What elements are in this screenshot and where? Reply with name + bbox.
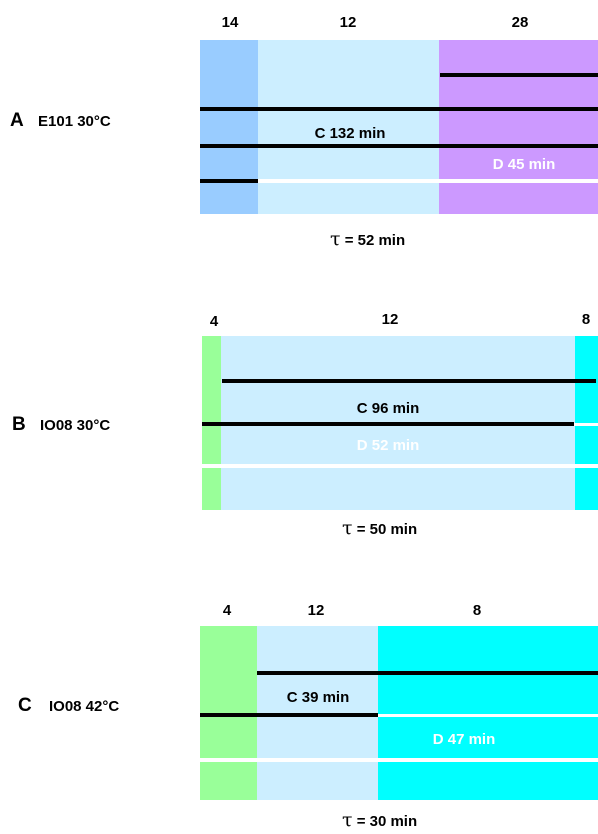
- separator-line: [202, 464, 598, 468]
- d-line-gap: [378, 714, 598, 717]
- segment-number-1: 14: [221, 14, 239, 31]
- c-line: [222, 379, 596, 383]
- segment-number-3: 8: [581, 311, 591, 328]
- panel-letter: B: [12, 414, 26, 435]
- d-line-gap: [574, 423, 598, 426]
- top-line: [440, 73, 598, 77]
- tau-value: = 50 min: [356, 521, 418, 538]
- tau-symbol: τ: [342, 809, 353, 831]
- tau-label: τ = 50 min: [342, 517, 417, 539]
- d-line: [200, 713, 378, 717]
- separator-line: [200, 758, 598, 762]
- tau-symbol: τ: [330, 228, 341, 250]
- tau-label: τ = 30 min: [342, 809, 417, 831]
- panel-condition: IO08 30°C: [40, 417, 111, 434]
- segment-block-3: [378, 626, 598, 800]
- d-line: [200, 144, 598, 148]
- segment-number-3: 28: [511, 14, 529, 31]
- segment-number-1: 4: [222, 602, 232, 619]
- d-duration-label: D 45 min: [492, 156, 556, 173]
- segment-block-2: [258, 40, 439, 214]
- tau-value: = 52 min: [344, 232, 406, 249]
- segment-number-3: 8: [472, 602, 482, 619]
- segment-number-2: 12: [381, 311, 399, 328]
- short-line: [200, 179, 258, 183]
- c-duration-label: C 39 min: [286, 689, 350, 706]
- segment-block-3: [439, 40, 598, 214]
- panel-condition: E101 30°C: [38, 113, 111, 130]
- panel-letter: C: [18, 695, 32, 716]
- c-duration-label: C 96 min: [356, 400, 420, 417]
- segment-block-1: [200, 40, 258, 214]
- tau-symbol: τ: [342, 517, 353, 539]
- tau-value: = 30 min: [356, 813, 418, 830]
- segment-number-1: 4: [209, 313, 219, 330]
- d-line: [202, 422, 574, 426]
- panel-condition: IO08 42°C: [49, 698, 120, 715]
- segment-number-2: 12: [339, 14, 357, 31]
- c-duration-label: C 132 min: [314, 125, 386, 142]
- tau-label: τ = 52 min: [330, 228, 405, 250]
- panel-letter: A: [10, 110, 24, 131]
- segment-number-2: 12: [307, 602, 325, 619]
- c-line: [200, 107, 598, 111]
- d-duration-label: D 47 min: [432, 731, 496, 748]
- d-duration-label: D 52 min: [356, 437, 420, 454]
- separator-line: [258, 179, 598, 183]
- c-line: [257, 671, 598, 675]
